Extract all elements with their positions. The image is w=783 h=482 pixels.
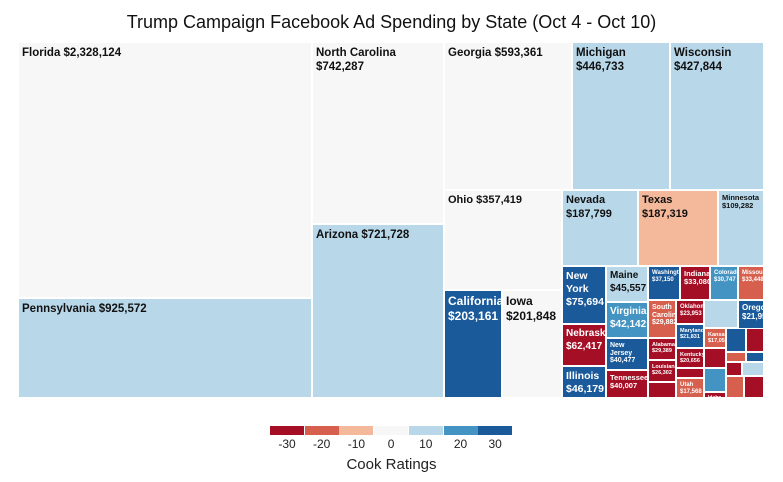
tile-label: Alabama $29,389 <box>652 342 675 355</box>
legend-swatch <box>443 426 478 435</box>
treemap-tile-louisiana: Louisiana $26,302 <box>648 360 676 382</box>
treemap-tile-unlabeled-40 <box>746 352 764 362</box>
tile-label: Idaho $15,093 <box>708 395 722 398</box>
legend-tick-label: 30 <box>488 437 502 451</box>
tile-label: Nebraska $62,417 <box>566 328 606 352</box>
treemap-tile-north-carolina: North Carolina $742,287 <box>312 42 444 224</box>
tile-label: Maine $45,557 <box>610 270 647 294</box>
treemap-tile-illinois: Illinois $46,179 <box>562 366 606 398</box>
treemap-tile-indiana: Indiana $33,080 <box>680 266 710 300</box>
tile-label: Ohio $357,419 <box>448 194 522 206</box>
treemap-tile-new-jersey: New Jersey $40,477 <box>606 338 648 370</box>
tile-label: Indiana $33,080 <box>684 269 710 287</box>
treemap-tile-maryland: Maryland $21,831 <box>676 324 704 348</box>
treemap-tile-south-carolina: South Carolina $29,882 <box>648 300 676 338</box>
tile-label: Virginia $42,142 <box>610 306 647 330</box>
tile-label: Utah $17,568 <box>680 382 702 395</box>
chart-title: Trump Campaign Facebook Ad Spending by S… <box>126 12 657 32</box>
tile-label: Oklahoma $23,953 <box>680 304 703 317</box>
treemap-tile-washington: Washington $37,150 <box>648 266 680 300</box>
tile-label: Louisiana $26,302 <box>652 364 676 377</box>
treemap-tile-unlabeled-43 <box>726 362 742 376</box>
tile-label: Florida $2,328,124 <box>22 47 122 59</box>
treemap-tile-new-york: New York $75,694 <box>562 266 606 324</box>
legend-swatch <box>304 426 339 435</box>
tile-label: Kentucky $20,656 <box>680 352 704 365</box>
tile-label: Michigan $446,733 <box>576 47 626 74</box>
tile-label: Maryland $21,831 <box>680 328 704 341</box>
treemap-tile-unlabeled-35 <box>676 368 704 378</box>
treemap-tile-unlabeled-46 <box>744 376 764 398</box>
legend-swatch <box>339 426 374 435</box>
treemap-tile-wisconsin: Wisconsin $427,844 <box>670 42 764 190</box>
tile-label: Colorado $30,747 <box>714 270 738 283</box>
legend-tick-label: 20 <box>453 437 468 451</box>
treemap-tile-ohio: Ohio $357,419 <box>444 190 562 290</box>
treemap-tile-maine: Maine $45,557 <box>606 266 648 302</box>
tile-label: Illinois $46,179 <box>566 370 604 396</box>
legend-tick-label: 10 <box>419 437 433 451</box>
treemap-tile-utah: Utah $17,568 <box>676 378 704 398</box>
color-legend: -30 -20 -10 0 10 20 30 Cook Ratings <box>270 426 513 476</box>
treemap: Florida $2,328,124 Pennsylvania $925,572 N… <box>18 42 764 398</box>
legend-title: Cook Ratings <box>346 456 437 473</box>
treemap-tile-missouri: Missouri $33,448 <box>738 266 764 300</box>
tile-label: Georgia $593,361 <box>448 47 543 59</box>
legend-tick-label: 0 <box>387 437 395 451</box>
tile-label: California $203,161 <box>448 294 502 323</box>
tile-label: Tennessee $40,007 <box>610 373 648 391</box>
treemap-tile-unlabeled-36 <box>704 300 738 328</box>
treemap-tile-unlabeled-41 <box>704 348 726 368</box>
legend-swatch <box>478 426 513 435</box>
treemap-tile-texas: Texas $187,319 <box>638 190 718 266</box>
treemap-tile-unlabeled-42 <box>704 368 726 392</box>
treemap-tile-idaho: Idaho $15,093 <box>704 392 726 398</box>
tile-label: Pennsylvania $925,572 <box>22 303 147 315</box>
treemap-tile-unlabeled-45 <box>726 376 744 398</box>
tile-label: Wisconsin $427,844 <box>674 47 732 74</box>
legend-tick-label: -30 <box>278 437 296 451</box>
treemap-tile-unlabeled-34 <box>648 382 676 398</box>
treemap-tile-kentucky: Kentucky $20,656 <box>676 348 704 368</box>
treemap-tile-virginia: Virginia $42,142 <box>606 302 648 338</box>
legend-swatch <box>408 426 443 435</box>
legend-tick-label: -10 <box>347 437 366 451</box>
treemap-tile-unlabeled-37 <box>726 328 746 352</box>
tile-label: Minnesota $109,282 <box>722 193 760 211</box>
tile-label: Washington $37,150 <box>652 270 679 283</box>
tile-label: New York $75,694 <box>566 270 604 309</box>
tile-label: South Carolina $29,882 <box>652 304 676 327</box>
treemap-tile-oklahoma: Oklahoma $23,953 <box>676 300 704 324</box>
treemap-tile-florida: Florida $2,328,124 <box>18 42 312 298</box>
tile-label: Iowa $201,848 <box>506 294 557 323</box>
tile-label: Kansas $17,054 <box>708 332 726 345</box>
treemap-tile-unlabeled-38 <box>746 328 764 352</box>
treemap-tile-kansas: Kansas $17,054 <box>704 328 726 348</box>
legend-swatch <box>374 426 409 435</box>
tile-label: New Jersey $40,477 <box>610 342 636 365</box>
treemap-tile-unlabeled-39 <box>726 352 746 362</box>
tile-label: Arizona $721,728 <box>316 229 410 241</box>
tile-label: North Carolina $742,287 <box>316 47 396 74</box>
treemap-tile-california: California $203,161 <box>444 290 502 398</box>
treemap-tile-michigan: Michigan $446,733 <box>572 42 670 190</box>
treemap-tile-minnesota: Minnesota $109,282 <box>718 190 764 266</box>
legend-tick-label: -20 <box>313 437 331 451</box>
legend-swatch <box>270 426 304 435</box>
treemap-tile-nebraska: Nebraska $62,417 <box>562 324 606 366</box>
treemap-tile-tennessee: Tennessee $40,007 <box>606 370 648 398</box>
tile-label: Oregon $21,952 <box>742 303 763 321</box>
treemap-tile-iowa: Iowa $201,848 <box>502 290 562 398</box>
treemap-tile-unlabeled-44 <box>742 362 764 376</box>
tile-label: Missouri $33,448 <box>742 270 764 283</box>
treemap-tile-pennsylvania: Pennsylvania $925,572 <box>18 298 312 398</box>
treemap-tile-georgia: Georgia $593,361 <box>444 42 572 190</box>
tile-label: Nevada $187,799 <box>566 194 612 220</box>
treemap-tile-nevada: Nevada $187,799 <box>562 190 638 266</box>
treemap-tile-colorado: Colorado $30,747 <box>710 266 738 300</box>
tile-label: Texas $187,319 <box>642 194 688 220</box>
treemap-tile-alabama: Alabama $29,389 <box>648 338 676 360</box>
treemap-tile-arizona: Arizona $721,728 <box>312 224 444 398</box>
